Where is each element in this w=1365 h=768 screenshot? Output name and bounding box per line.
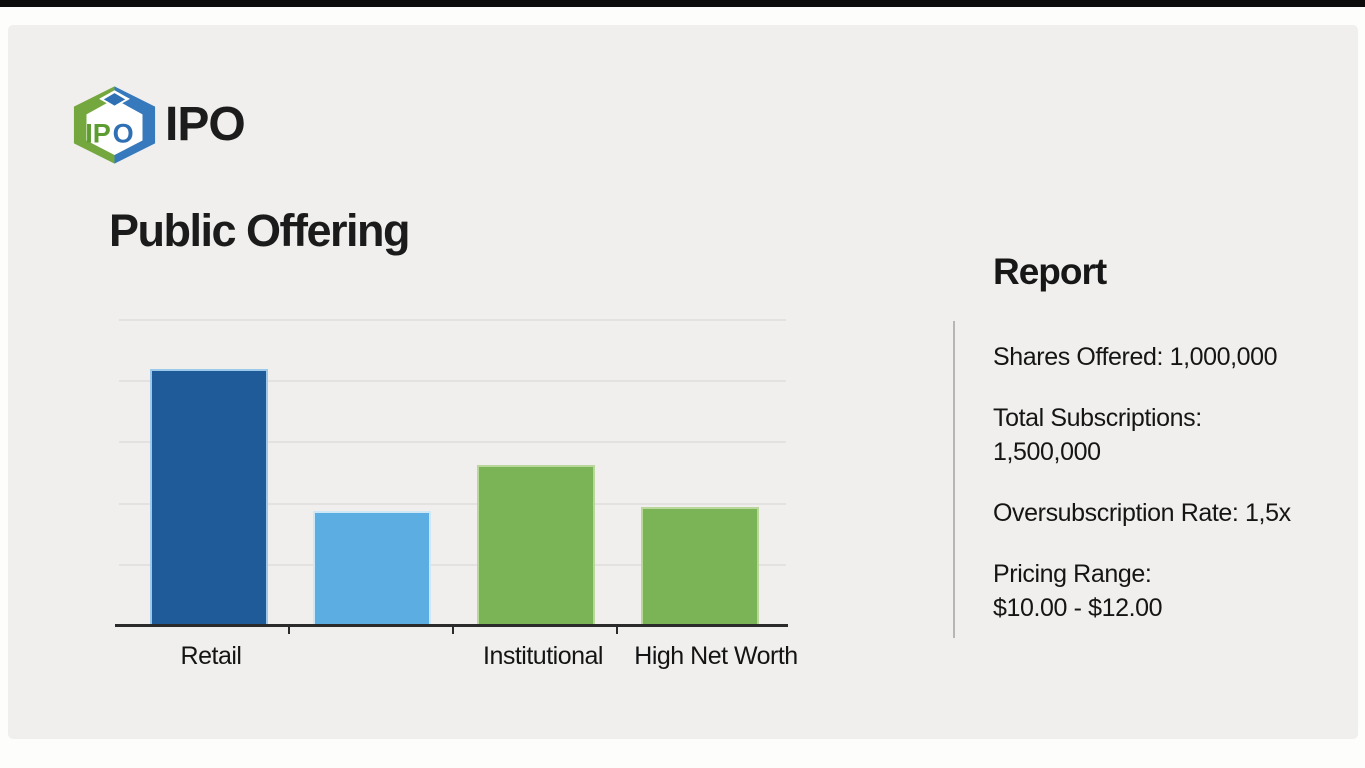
bar-retail (149, 369, 268, 626)
x-axis-label-institutional: Institutional (483, 642, 603, 670)
logo-letter-o: O (113, 118, 134, 148)
window-top-edge (0, 0, 1365, 7)
report-item-oversubscription-rate: Oversubscription Rate: 1,5x (993, 499, 1291, 527)
ipo-cube-logo-icon: IP O (73, 86, 156, 164)
report-panel: Report Shares Offered: 1,000,000 Total S… (993, 251, 1365, 652)
report-item-shares-offered: Shares Offered: 1,000,000 (993, 343, 1278, 371)
x-axis-label-retail: Retail (180, 642, 242, 670)
report-item-total-subscriptions: Total Subscriptions: 1,500,000 (993, 404, 1202, 466)
bar-institutional (477, 465, 596, 626)
x-axis-tick (616, 627, 618, 634)
logo-inner-face (86, 98, 143, 155)
report-heading: Report (993, 251, 1107, 292)
subscription-bar-chart: Retail Institutional High Net Worth (115, 319, 798, 670)
x-axis-line (115, 624, 788, 627)
gridline (119, 319, 786, 321)
vertical-divider (953, 321, 955, 638)
slide-background: IP O IPO Public Offering Retail Instituti… (8, 25, 1358, 739)
x-axis-label-high-net-worth: High Net Worth (634, 642, 798, 670)
report-item-pricing-range: Pricing Range: $10.00 - $12.00 (993, 560, 1163, 622)
logo-lid-inner (103, 93, 126, 106)
brand: IP O IPO (72, 83, 246, 167)
bar-high-net-worth (640, 507, 759, 626)
bar-unlabeled (313, 511, 432, 626)
x-axis-tick (288, 627, 290, 634)
page-title: Public Offering (109, 205, 411, 256)
x-axis-tick (452, 627, 454, 634)
brand-wordmark: IPO (165, 98, 246, 151)
logo-letters-ip: IP (85, 118, 111, 148)
